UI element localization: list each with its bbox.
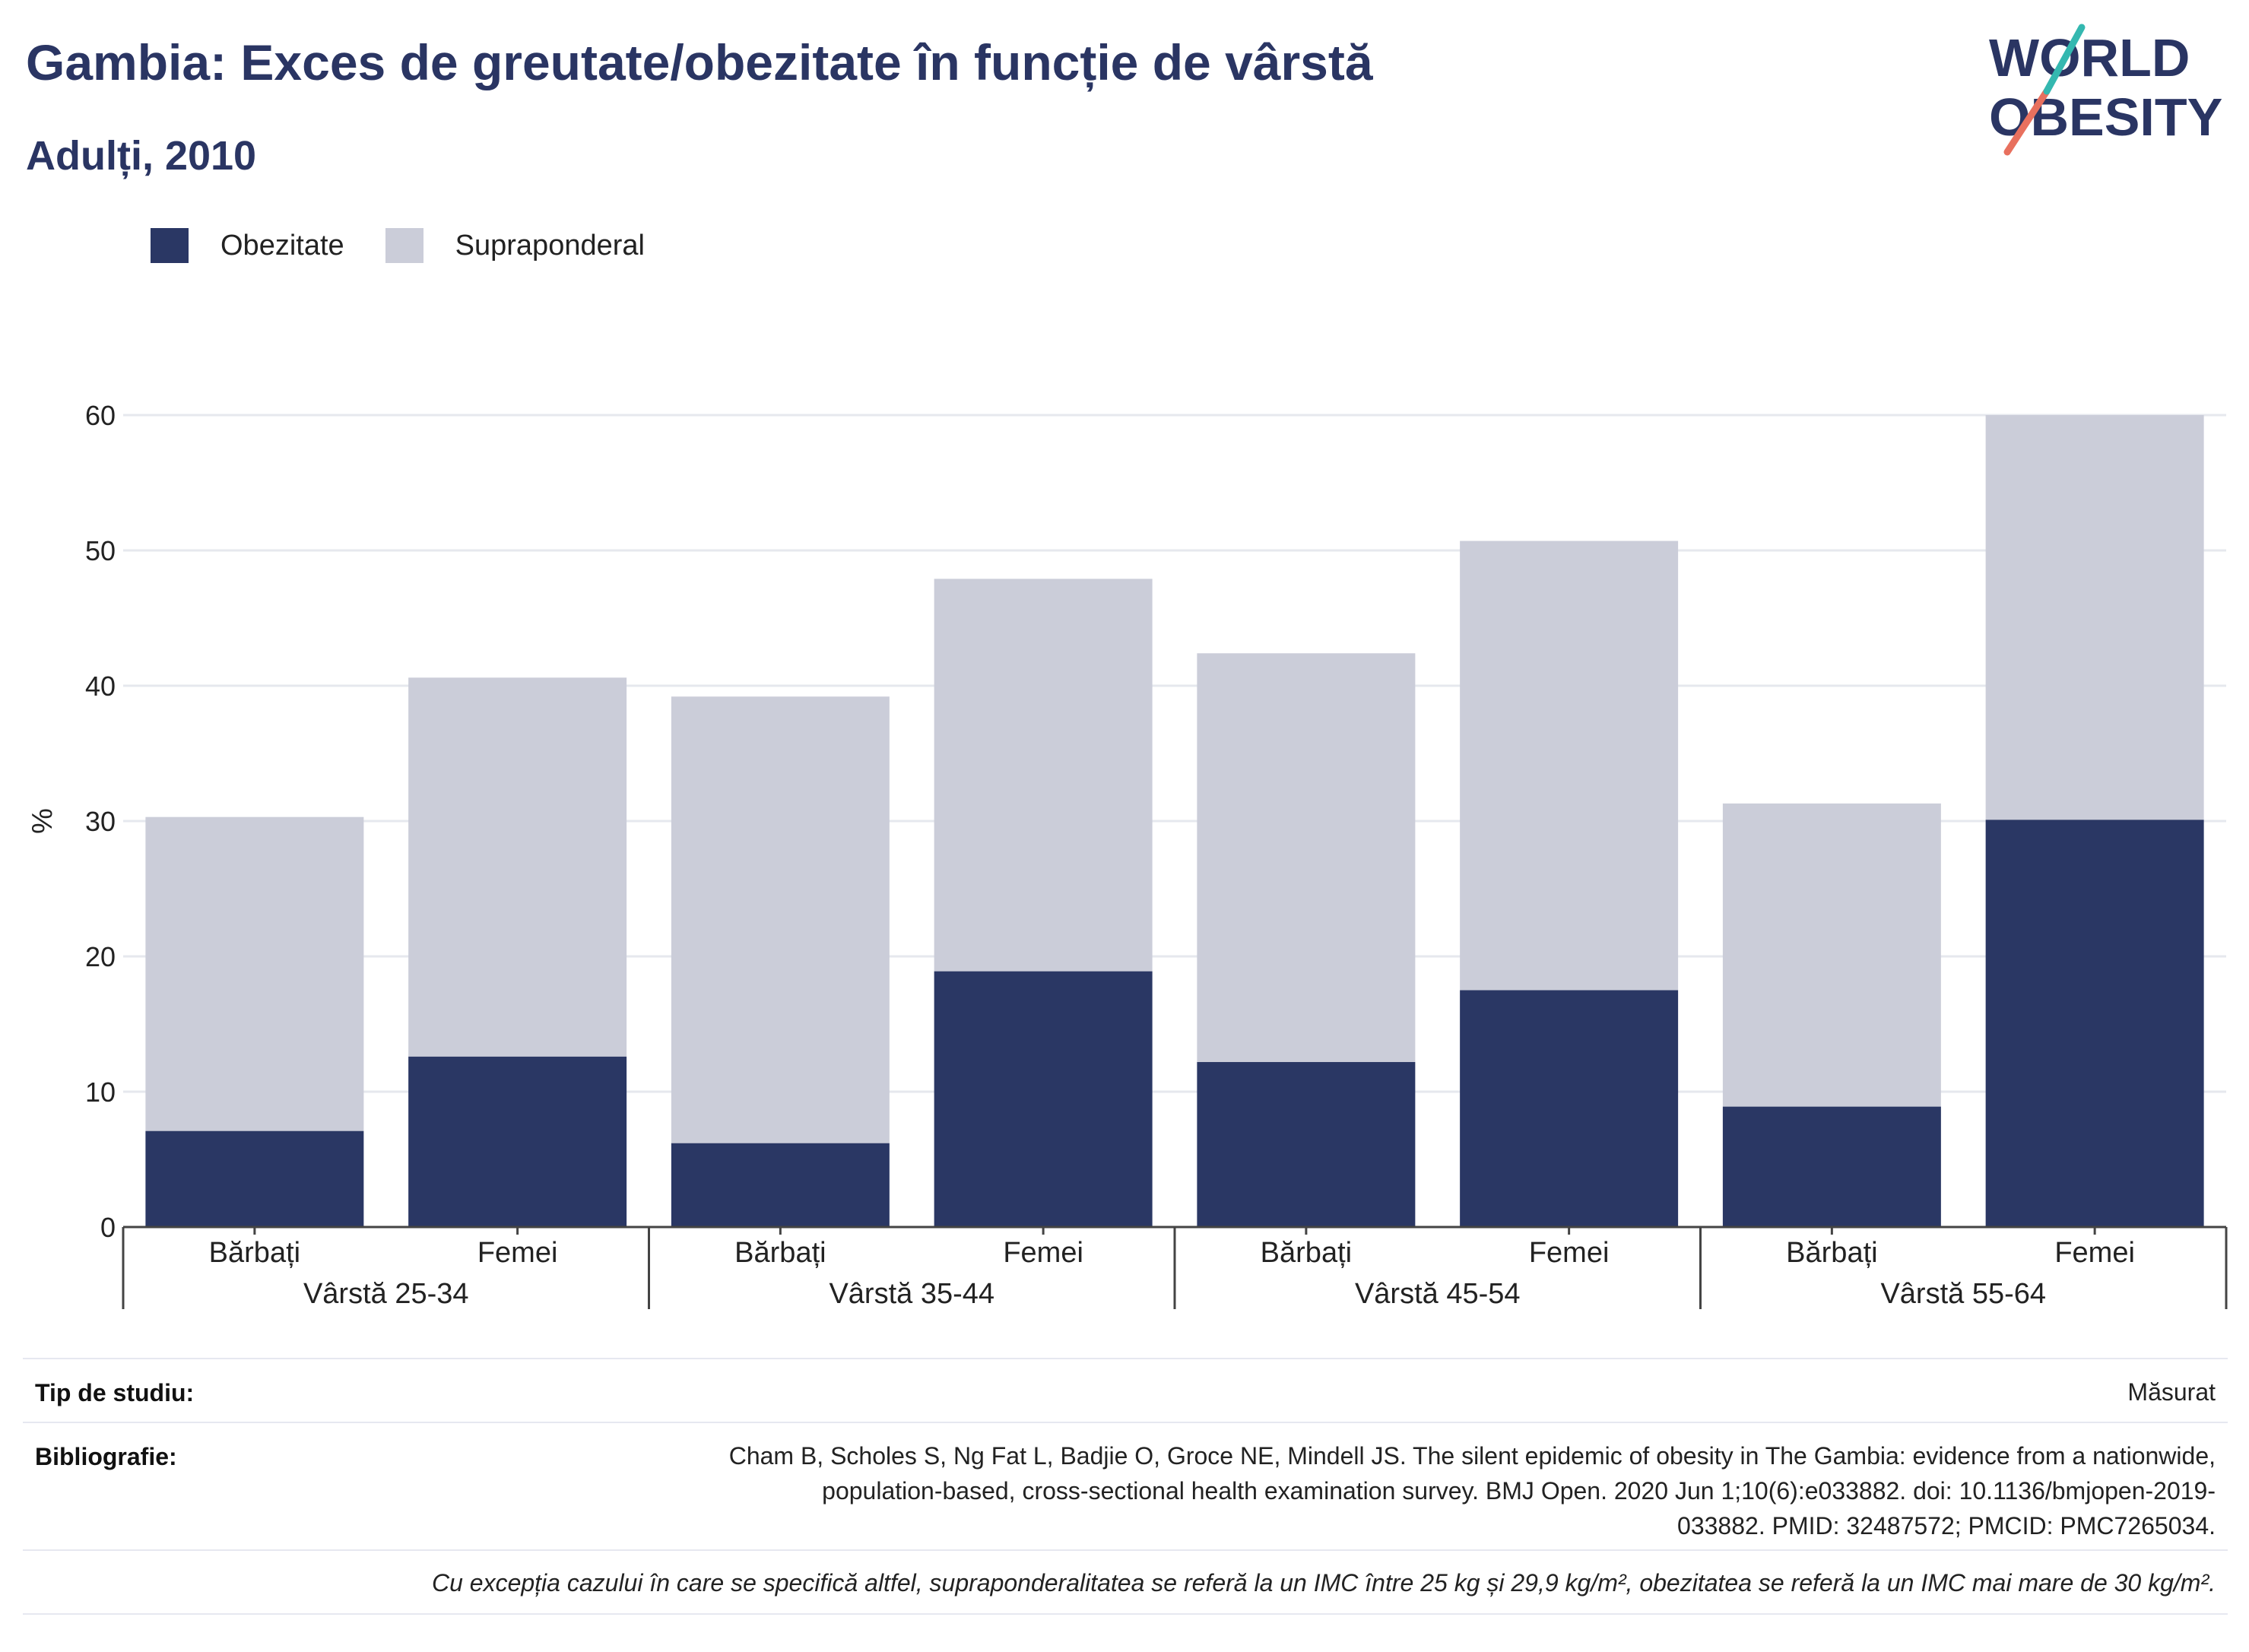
legend-swatch-supraponderal: [385, 228, 423, 263]
y-tick-label: 50: [85, 535, 116, 566]
bar-obezitate: [1197, 1061, 1416, 1227]
legend-swatch-obezitate: [151, 228, 189, 263]
bibliography-label: Bibliografie:: [35, 1443, 177, 1470]
bar-obezitate: [1722, 1106, 1941, 1227]
x-tick-label: Bărbați: [734, 1237, 826, 1269]
bar-obezitate: [145, 1130, 364, 1227]
bar-obezitate: [408, 1056, 627, 1227]
y-tick-label: 20: [85, 941, 116, 972]
bibliography-line: Cham B, Scholes S, Ng Fat L, Badjie O, G…: [728, 1442, 2216, 1470]
bar-obezitate: [934, 971, 1153, 1227]
logo-line-1: WORLD: [1989, 28, 2190, 87]
y-axis-label: %: [27, 808, 59, 834]
bar-supraponderal: [1197, 653, 1416, 1062]
bars: [145, 415, 2204, 1227]
x-tick-label: Femei: [2054, 1237, 2135, 1269]
footnote-text: Cu excepția cazului în care se specifică…: [431, 1569, 2216, 1597]
y-tick-label: 60: [85, 400, 116, 431]
bar-supraponderal: [934, 579, 1153, 972]
group-label: Vârstă 35-44: [829, 1278, 994, 1310]
x-tick-label: Bărbați: [1786, 1237, 1877, 1269]
legend-label-supraponderal: Supraponderal: [455, 229, 645, 262]
bar-supraponderal: [671, 696, 890, 1143]
bar-supraponderal: [145, 816, 364, 1131]
study-type-label: Tip de studiu:: [35, 1379, 195, 1406]
chart-title: Gambia: Exces de greutate/obezitate în f…: [26, 34, 1373, 90]
bar-chart: 0 10 20 30 40 50 60% Bărbați Femei Bărbați Femei Bă…: [27, 400, 2228, 1310]
legend-item-obezitate[interactable]: Obezitate: [151, 228, 344, 263]
x-tick-label: Bărbați: [209, 1237, 300, 1269]
y-tick-label: 0: [100, 1212, 116, 1243]
footnote-row: Cu excepția cazului în care se specifică…: [23, 1549, 2228, 1615]
legend: Obezitate Supraponderal: [151, 228, 686, 263]
study-type-value: Măsurat: [2127, 1378, 2216, 1406]
x-tick-label: Femei: [477, 1237, 558, 1269]
logo-slash-teal: [2043, 24, 2086, 95]
y-tick-label: 10: [85, 1076, 116, 1108]
bar-supraponderal: [1722, 803, 1941, 1107]
group-label: Vârstă 25-34: [303, 1278, 469, 1310]
x-tick-label: Femei: [1003, 1237, 1083, 1269]
bibliography-row: Bibliografie: Cham B, Scholes S, Ng Fat …: [23, 1422, 2228, 1551]
y-tick-label: 40: [85, 671, 116, 702]
world-obesity-logo: WORLD OBESITY: [1989, 24, 2222, 156]
group-label: Vârstă 55-64: [1880, 1278, 2046, 1310]
bar-supraponderal: [1460, 541, 1679, 991]
bar-obezitate: [1985, 820, 2204, 1227]
bibliography-line: 033882. PMID: 32487572; PMCID: PMC726503…: [1677, 1512, 2216, 1539]
bar-obezitate: [671, 1143, 890, 1227]
bar-obezitate: [1460, 990, 1679, 1227]
logo-slash-coral: [2003, 87, 2051, 156]
bibliography-line: population-based, cross-sectional health…: [822, 1477, 2216, 1505]
bibliography-text: Cham B, Scholes S, Ng Fat L, Badjie O, G…: [729, 1438, 2216, 1543]
bar-supraponderal: [1985, 415, 2204, 820]
legend-item-supraponderal[interactable]: Supraponderal: [385, 228, 645, 263]
axes: [122, 1226, 2228, 1309]
study-type-row: Tip de studiu: Măsurat: [23, 1358, 2228, 1422]
chart-subtitle: Adulți, 2010: [26, 133, 257, 179]
x-tick-label: Femei: [1529, 1237, 1610, 1269]
y-tick-label: 30: [85, 806, 116, 837]
legend-label-obezitate: Obezitate: [220, 229, 344, 262]
axis-labels: 0 10 20 30 40 50 60% Bărbați Femei Bărbați Femei Bă…: [27, 400, 2135, 1310]
bar-supraponderal: [408, 677, 627, 1057]
x-tick-label: Bărbați: [1261, 1237, 1352, 1269]
group-label: Vârstă 45-54: [1355, 1278, 1521, 1310]
